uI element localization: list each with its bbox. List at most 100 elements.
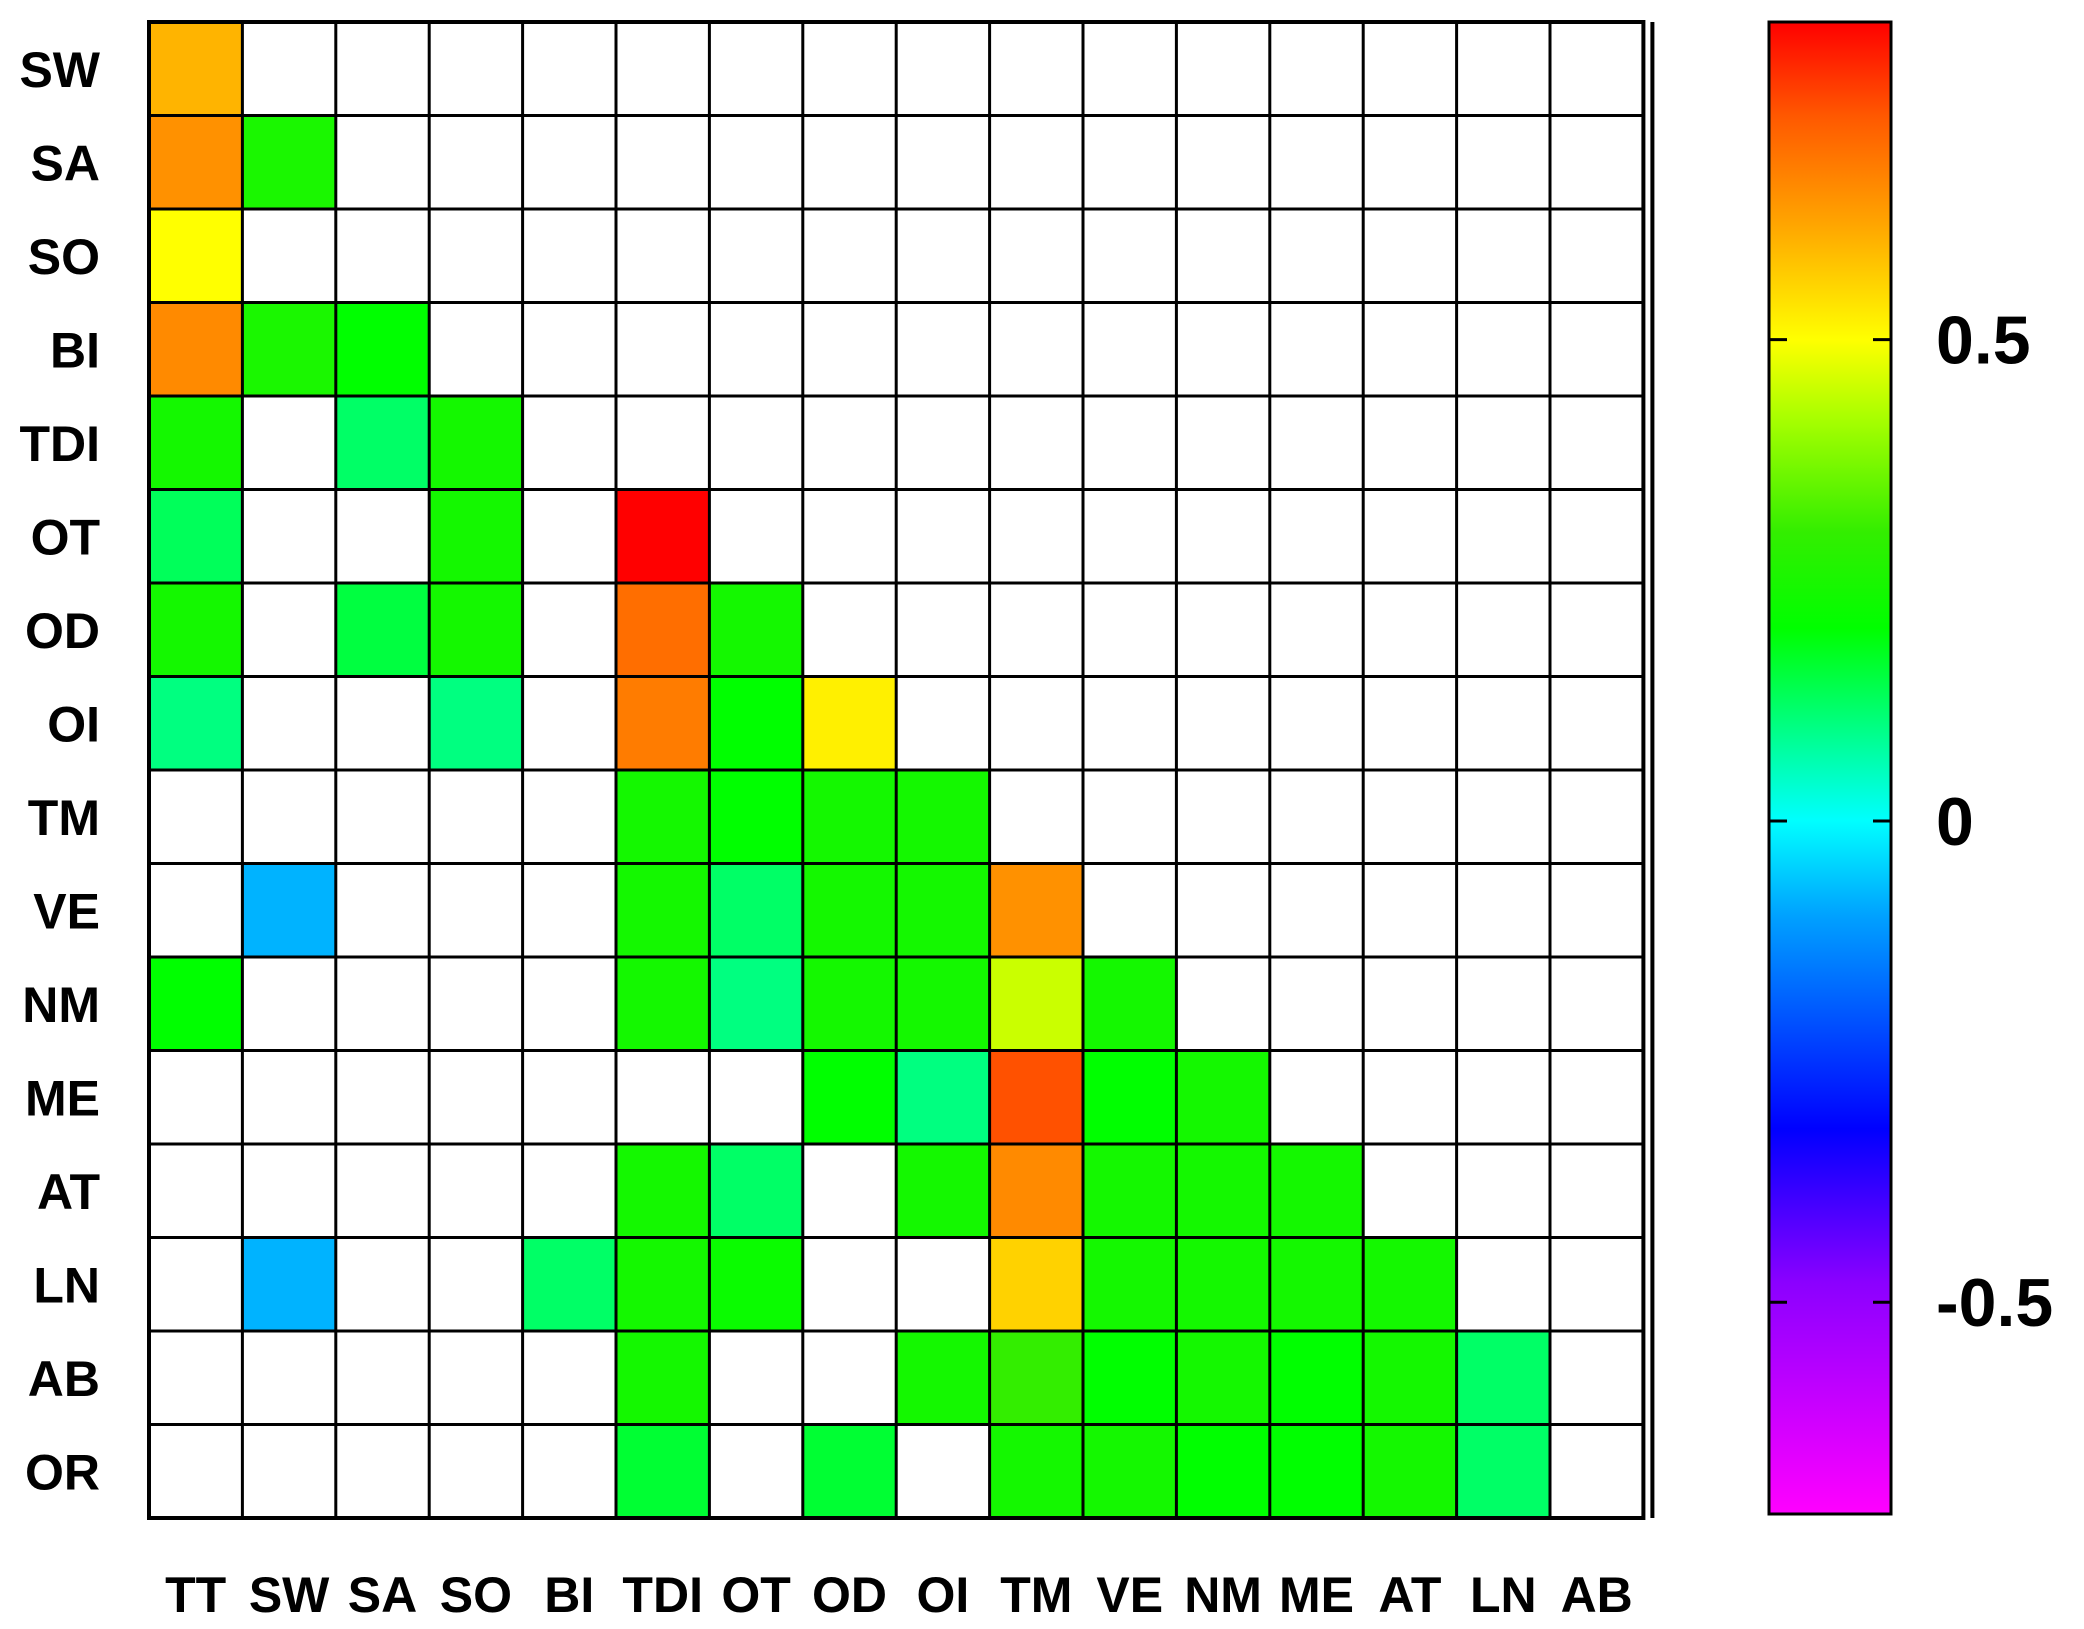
heatmap-cell-NM-OI: [896, 957, 990, 1051]
column-label: NM: [1184, 1567, 1262, 1623]
heatmap-cell-SO-TT: [149, 209, 243, 303]
heatmap-cell-NM-OT: [709, 957, 803, 1051]
heatmap-cell-LN-BI: [522, 1237, 616, 1331]
row-label: SO: [28, 229, 100, 285]
heatmap-cell-NM-TDI: [616, 957, 710, 1051]
heatmap-cell-VE-OI: [896, 863, 990, 957]
heatmap-cell-OI-OT: [709, 676, 803, 770]
heatmap-cell-TDI-SA: [335, 396, 430, 490]
heatmap-cell-LN-TDI: [616, 1237, 710, 1331]
heatmap-cell-SA-SW: [242, 115, 336, 209]
row-label: SA: [31, 135, 100, 191]
heatmap-grid: [147, 20, 1655, 1520]
heatmap-cell-OR-AT: [1363, 1424, 1457, 1518]
column-label: SW: [249, 1567, 330, 1623]
column-label: LN: [1470, 1567, 1537, 1623]
colorbar-tick-label: 0.5: [1936, 303, 2031, 379]
heatmap-cell-AB-ME: [1269, 1331, 1364, 1425]
heatmap-cell-OI-OD: [802, 676, 897, 770]
heatmap-cell-ME-OD: [802, 1050, 897, 1144]
colorbar-tick-label: -0.5: [1936, 1265, 2053, 1341]
row-label: BI: [50, 322, 100, 378]
column-label: TDI: [622, 1567, 703, 1623]
heatmap-cell-TM-TDI: [616, 770, 710, 864]
heatmap-cell-AB-NM: [1176, 1331, 1270, 1425]
heatmap-cell-AT-VE: [1083, 1144, 1177, 1238]
column-label: ME: [1279, 1567, 1354, 1623]
heatmap-cell-AB-TDI: [616, 1331, 710, 1425]
heatmap-cell-OD-SO: [429, 583, 523, 677]
heatmap-cell-VE-OT: [709, 863, 803, 957]
heatmap-cell-TDI-TT: [149, 396, 243, 490]
heatmap-cell-TM-OI: [896, 770, 990, 864]
row-label: OI: [47, 696, 100, 752]
heatmap-cell-LN-VE: [1083, 1237, 1177, 1331]
row-label: TDI: [19, 416, 100, 472]
heatmap-cell-TM-OD: [802, 770, 897, 864]
heatmap-cell-TDI-SO: [429, 396, 523, 490]
row-label: OD: [25, 603, 100, 659]
heatmap-cell-VE-TM: [989, 863, 1083, 957]
heatmap-cell-BI-SW: [242, 302, 336, 396]
column-label: OI: [917, 1567, 970, 1623]
row-labels: SW SA SO BI TDI OT OD OI TM VE NM ME AT LN AB OR: [19, 42, 100, 1501]
colorbar-tick-label: 0: [1936, 784, 1974, 860]
heatmap-cell-LN-NM: [1176, 1237, 1270, 1331]
heatmap-cell-OR-NM: [1176, 1424, 1270, 1518]
row-label: NM: [22, 977, 100, 1033]
heatmap-cell-OR-ME: [1269, 1424, 1364, 1518]
heatmap-cell-VE-TDI: [616, 863, 710, 957]
heatmap-cell-AB-VE: [1083, 1331, 1177, 1425]
heatmap-cell-BI-TT: [149, 302, 243, 396]
heatmap-cell-NM-OD: [802, 957, 897, 1051]
heatmap-cell-NM-TT: [149, 957, 243, 1051]
heatmap-cell-AB-AT: [1363, 1331, 1457, 1425]
heatmap-cell-LN-ME: [1269, 1237, 1364, 1331]
column-label: OD: [812, 1567, 887, 1623]
row-label: TM: [28, 790, 100, 846]
heatmap-cell-OD-TT: [149, 583, 243, 677]
colorbar: 0.5 0 -0.5: [1767, 20, 2053, 1516]
column-labels: TT SW SA SO BI TDI OT OD OI TM VE NM ME AT LN AB: [165, 1567, 1633, 1623]
row-label: OR: [25, 1444, 100, 1500]
row-label: LN: [33, 1257, 100, 1313]
heatmap-cell-OI-TT: [149, 676, 243, 770]
heatmap-cell-AB-OI: [896, 1331, 990, 1425]
row-label: AT: [37, 1164, 100, 1220]
heatmap-cell-AT-ME: [1269, 1144, 1364, 1238]
heatmap-cell-OT-TT: [149, 489, 243, 583]
heatmap-cell-AB-LN: [1456, 1331, 1550, 1425]
heatmap-cell-BI-SA: [335, 302, 430, 396]
heatmap-cell-AT-NM: [1176, 1144, 1270, 1238]
heatmap-cell-VE-SW: [242, 863, 336, 957]
column-label: TM: [1000, 1567, 1072, 1623]
heatmap-cell-LN-TM: [989, 1237, 1083, 1331]
heatmap-cell-NM-VE: [1083, 957, 1177, 1051]
heatmap-cell-SW-TT: [149, 22, 243, 116]
heatmap-cell-LN-AT: [1363, 1237, 1457, 1331]
column-label: AB: [1561, 1567, 1633, 1623]
heatmap-cell-AT-OT: [709, 1144, 803, 1238]
heatmap-cell-OR-OD: [802, 1424, 897, 1518]
heatmap-cell-OT-SO: [429, 489, 523, 583]
heatmap-cell-ME-OI: [896, 1050, 990, 1144]
heatmap-cell-AB-TM: [989, 1331, 1083, 1425]
heatmap-cell-OT-TDI: [616, 489, 710, 583]
heatmap-cell-ME-VE: [1083, 1050, 1177, 1144]
column-label: SA: [348, 1567, 417, 1623]
heatmap-cell-LN-SW: [242, 1237, 336, 1331]
row-label: AB: [28, 1351, 100, 1407]
heatmap-cell-OR-LN: [1456, 1424, 1550, 1518]
heatmap-cell-NM-TM: [989, 957, 1083, 1051]
colorbar-gradient: [1767, 20, 1893, 1516]
heatmap-cell-TM-OT: [709, 770, 803, 864]
row-label: OT: [31, 509, 100, 565]
heatmap-cell-AT-TDI: [616, 1144, 710, 1238]
heatmap-cell-AT-TM: [989, 1144, 1083, 1238]
heatmap-cell-AT-OI: [896, 1144, 990, 1238]
column-label: VE: [1096, 1567, 1163, 1623]
column-label: OT: [721, 1567, 790, 1623]
heatmap-cell-OI-SO: [429, 676, 523, 770]
row-label: ME: [25, 1070, 100, 1126]
